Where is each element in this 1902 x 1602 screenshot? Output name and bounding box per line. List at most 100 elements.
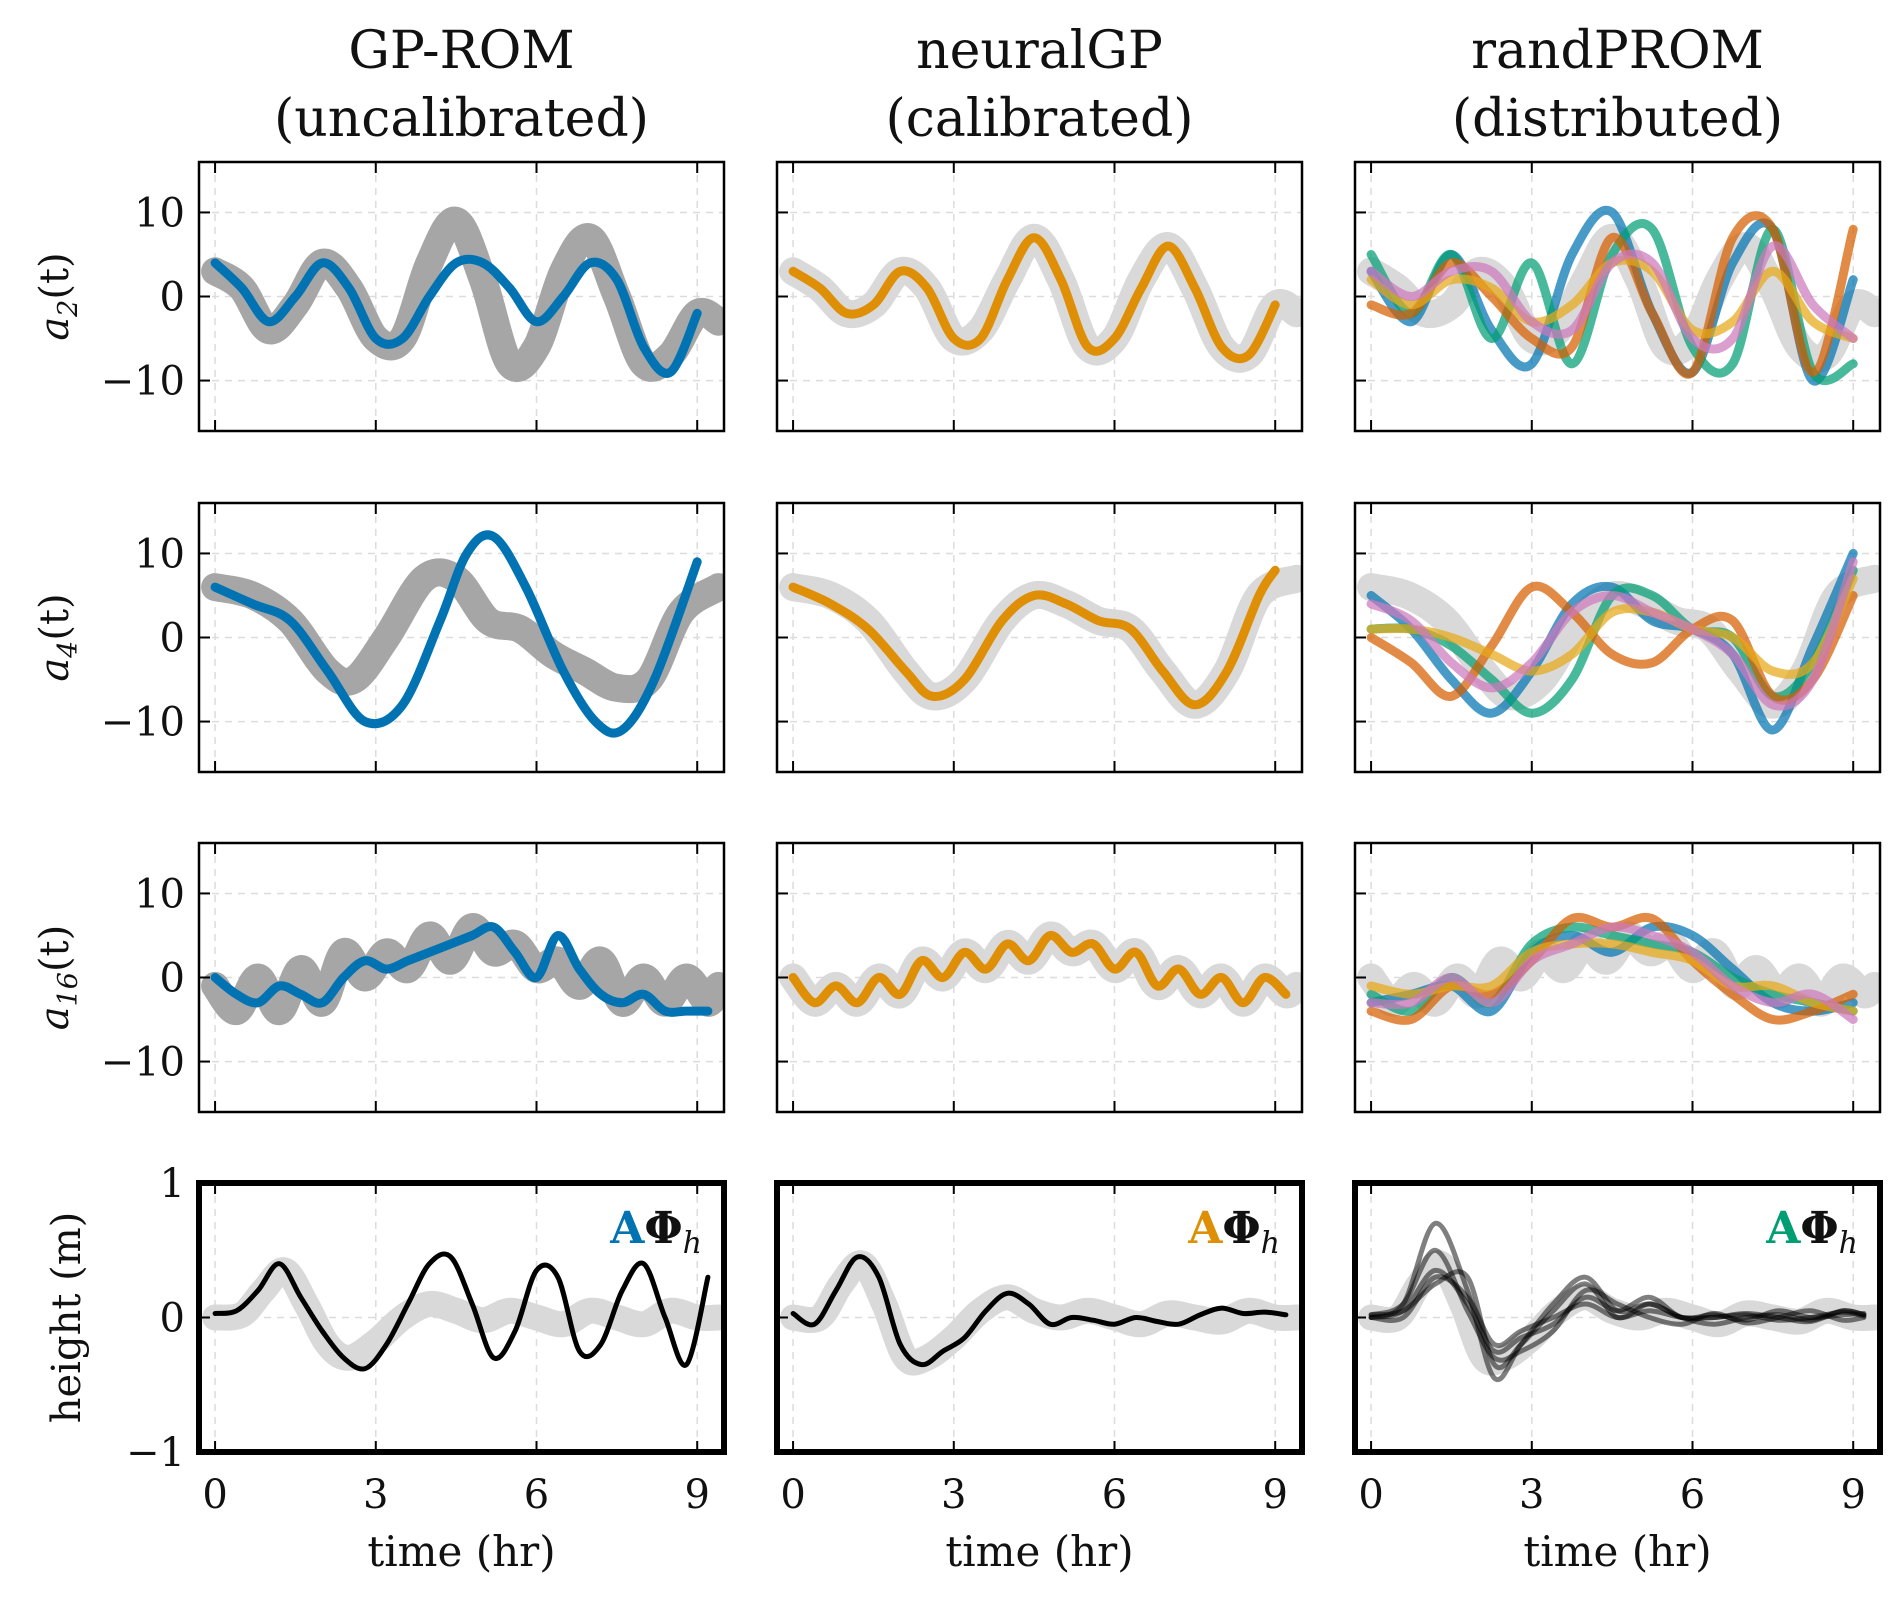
y-tick-label: −10 (101, 1040, 185, 1086)
annotation-a: A (1187, 1203, 1223, 1254)
row-label-base: a (32, 317, 78, 341)
plot-area (779, 223, 1302, 373)
y-tick-label: 0 (160, 275, 185, 321)
truth-band (201, 558, 724, 704)
plot-area (201, 530, 724, 738)
plot-area (1358, 1220, 1880, 1383)
y-tick-label: 10 (134, 531, 185, 577)
chart-panel (775, 160, 1304, 433)
column-title: randPROM (1471, 21, 1764, 81)
annotation-phi: Φ (1800, 1203, 1838, 1254)
plot-area (779, 564, 1302, 719)
annotation-a: A (609, 1203, 645, 1254)
x-axis-label: time (hr) (367, 1527, 555, 1576)
column-title: GP-ROM (348, 21, 574, 81)
chart-panel (775, 501, 1304, 774)
chart-panel: 10 0 −10 (101, 841, 726, 1114)
x-tick-label: 6 (1102, 1472, 1127, 1518)
annotation-label: AΦh (1765, 1203, 1858, 1261)
x-tick-label: 9 (1840, 1472, 1865, 1518)
y-tick-label: −1 (126, 1430, 185, 1476)
series-line (210, 254, 702, 378)
chart-panel: 0 3 6 9 time (hr) AΦh (1352, 1180, 1883, 1576)
x-tick-label: 6 (524, 1472, 549, 1518)
column-subtitle: (distributed) (1452, 89, 1783, 149)
x-tick-label: 9 (1262, 1472, 1287, 1518)
plot-area (780, 1250, 1302, 1376)
row-label-sub: 16 (53, 972, 84, 1006)
row-label-sub: 4 (53, 641, 84, 659)
y-tick-label: −10 (101, 700, 185, 746)
column-subtitle: (uncalibrated) (274, 89, 649, 149)
column-title: neuralGP (916, 21, 1163, 81)
series-line (1366, 922, 1858, 1024)
row-label-base: a (32, 658, 78, 682)
chart-panel (1353, 501, 1882, 774)
annotation-sub: h (683, 1226, 702, 1261)
y-tick-label: 0 (160, 616, 185, 662)
x-axis-label: time (hr) (945, 1527, 1133, 1576)
y-tick-label: 0 (160, 956, 185, 1002)
chart-panel: 10 0 −10 (101, 160, 726, 433)
row-label-sub: 2 (53, 300, 84, 318)
y-tick-label: 10 (134, 190, 185, 236)
x-tick-label: 3 (1519, 1472, 1544, 1518)
x-tick-label: 0 (1358, 1472, 1383, 1518)
plot-area (779, 921, 1302, 1017)
truth-band (780, 1250, 1302, 1376)
row-label-base: height (m) (44, 1212, 90, 1424)
column-subtitle: (calibrated) (885, 89, 1193, 149)
plot-area (1357, 205, 1880, 386)
series-line (1368, 1247, 1867, 1363)
annotation-sub: h (1261, 1226, 1280, 1261)
row-label-suffix: (t) (32, 925, 78, 972)
annotation-label: AΦh (1187, 1203, 1280, 1261)
plot-area (201, 206, 724, 382)
row-label-suffix: (t) (32, 252, 78, 299)
series-line (788, 565, 1280, 710)
series-line (788, 233, 1280, 364)
chart-panel: 10 0 −10 (101, 501, 726, 774)
series-line (212, 1251, 711, 1372)
series-line (1366, 938, 1858, 1016)
chart-panel (1353, 160, 1882, 433)
chart-panel: 0 3 6 9 1 0 −1 time (hr) AΦh (126, 1161, 727, 1576)
row-label: a16(t) (32, 925, 84, 1031)
series-line (788, 931, 1291, 1008)
series-line (1366, 557, 1858, 711)
series-line (790, 1254, 1289, 1368)
x-tick-label: 3 (363, 1472, 388, 1518)
row-label-base: a (32, 1006, 78, 1030)
plot-area (202, 1251, 724, 1372)
plot-area (1357, 548, 1880, 735)
series-line (1366, 581, 1858, 705)
chart-panel: 0 3 6 9 time (hr) AΦh (774, 1180, 1305, 1576)
x-tick-label: 0 (202, 1472, 227, 1518)
series-line (210, 530, 702, 738)
truth-band (201, 913, 724, 1026)
annotation-sub: h (1839, 1226, 1858, 1261)
series-line (1366, 574, 1858, 679)
chart-panel (775, 841, 1304, 1114)
x-tick-label: 3 (941, 1472, 966, 1518)
annotation-phi: Φ (644, 1203, 682, 1254)
x-axis-label: time (hr) (1523, 1527, 1711, 1576)
row-label: a2(t) (32, 252, 84, 340)
annotation-label: AΦh (609, 1203, 702, 1261)
row-label-suffix: (t) (32, 593, 78, 640)
x-tick-label: 0 (780, 1472, 805, 1518)
row-label: height (m) (44, 1212, 90, 1424)
annotation-a: A (1765, 1203, 1801, 1254)
y-tick-label: 10 (134, 871, 185, 917)
x-tick-label: 9 (684, 1472, 709, 1518)
series-line (1368, 1269, 1867, 1370)
series-line (210, 922, 713, 1017)
plot-area (201, 913, 724, 1026)
row-label: a4(t) (32, 593, 84, 681)
annotation-phi: Φ (1222, 1203, 1260, 1254)
plot-area (1357, 912, 1880, 1025)
y-tick-label: 0 (160, 1296, 185, 1342)
y-tick-label: 1 (160, 1161, 185, 1207)
x-tick-label: 6 (1680, 1472, 1705, 1518)
chart-panel (1353, 841, 1882, 1114)
